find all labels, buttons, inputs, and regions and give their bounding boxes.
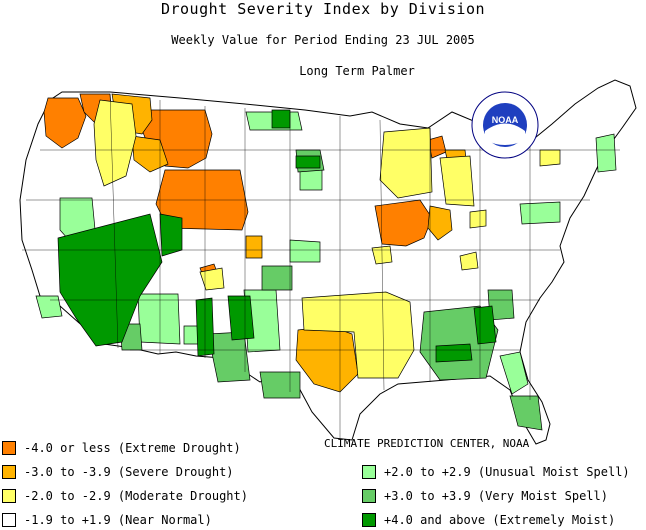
map-subtitle: Weekly Value for Period Ending 23 JUL 20… (171, 33, 475, 47)
legend-item-unusual-moist: +2.0 to +2.9 (Unusual Moist Spell) (362, 464, 630, 480)
credit-text: CLIMATE PREDICTION CENTER, NOAA (324, 437, 530, 450)
legend-label: -2.0 to -2.9 (Moderate Drought) (24, 489, 248, 503)
legend-swatch (362, 513, 376, 527)
legend-label: +2.0 to +2.9 (Unusual Moist Spell) (384, 465, 630, 479)
legend-label: -1.9 to +1.9 (Near Normal) (24, 513, 212, 527)
legend-item-severe-drought: -3.0 to -3.9 (Severe Drought) (2, 464, 234, 480)
legend-item-extremely-moist: +4.0 and above (Extremely Moist) (362, 512, 615, 528)
legend-item-near-normal: -1.9 to +1.9 (Near Normal) (2, 512, 212, 528)
legend-item-moderate-drought: -2.0 to -2.9 (Moderate Drought) (2, 488, 248, 504)
legend-swatch (2, 489, 16, 503)
noaa-logo-text: NOAA (492, 115, 519, 125)
legend-swatch (2, 513, 16, 527)
legend-swatch (362, 489, 376, 503)
legend-label: -4.0 or less (Extreme Drought) (24, 441, 241, 455)
legend-swatch (2, 465, 16, 479)
map-title: Drought Severity Index by Division (160, 0, 486, 18)
legend-item-very-moist: +3.0 to +3.9 (Very Moist Spell) (362, 488, 608, 504)
legend-swatch (2, 441, 16, 455)
index-name: Long Term Palmer (299, 64, 415, 78)
noaa-logo: NOAA (471, 91, 539, 159)
legend-item-extreme-drought: -4.0 or less (Extreme Drought) (2, 440, 241, 456)
legend-swatch (362, 465, 376, 479)
legend-label: -3.0 to -3.9 (Severe Drought) (24, 465, 234, 479)
unusual-moist-regions (35, 111, 617, 395)
legend-label: +3.0 to +3.9 (Very Moist Spell) (384, 489, 608, 503)
moderate-drought-regions (93, 99, 561, 379)
legend-label: +4.0 and above (Extremely Moist) (384, 513, 616, 527)
